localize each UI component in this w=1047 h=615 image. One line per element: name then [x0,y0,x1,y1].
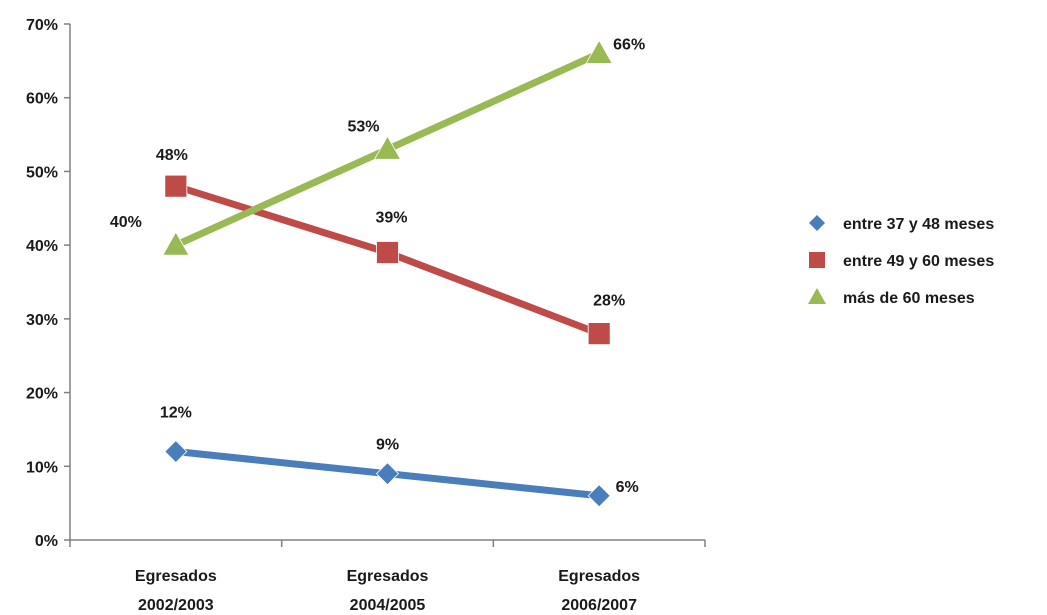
series-markers [162,39,613,508]
data-point-marker [375,462,400,486]
y-tick-label: 30% [26,312,58,329]
data-point-marker [373,135,402,160]
y-tick-label: 10% [26,459,58,476]
data-point-marker [587,322,611,346]
legend: entre 37 y 48 meses entre 49 y 60 meses má… [808,215,994,307]
x-category-label-line: Egresados [347,568,429,585]
data-point-marker [376,241,399,264]
data-label: 28% [593,293,625,310]
data-label: 6% [616,479,639,496]
y-tick-label: 0% [35,533,58,550]
y-tick-label: 20% [26,386,58,403]
data-label: 9% [376,437,399,454]
y-tick-label: 60% [26,91,58,108]
x-category-label: Egresados 2006/2007 [558,568,640,614]
series-lines [172,49,603,500]
legend-label: más de 60 meses [843,290,975,307]
data-point-marker [164,174,188,198]
data-label: 53% [347,118,379,135]
data-labels: 12% 9% 6% 48% 39% 28% 40% 53% 66% [110,36,645,495]
data-point-marker [164,439,188,464]
data-label: 39% [375,210,407,227]
data-point-marker [162,231,190,256]
x-category-label-line: Egresados [135,568,217,585]
legend-square-icon [809,252,825,268]
legend-item: entre 49 y 60 meses [809,252,994,270]
data-label: 12% [160,405,192,422]
legend-label: entre 49 y 60 meses [843,253,994,270]
x-category-label: Egresados 2004/2005 [347,568,429,614]
x-category-label-line: 2006/2007 [561,597,637,614]
legend-triangle-icon [808,288,826,304]
data-label: 40% [110,214,142,231]
data-label: 66% [613,36,645,53]
x-category-label-line: 2002/2003 [138,597,214,614]
axes: 0% 10% 20% 30% 40% 50% 60% 70% Egresados 2002/200… [26,17,706,614]
data-point-marker [585,39,613,64]
data-label: 48% [156,147,188,164]
x-category-label-line: Egresados [558,568,640,585]
legend-diamond-icon [809,215,825,231]
data-point-marker [587,484,611,508]
y-tick-label: 40% [26,238,58,255]
legend-item: más de 60 meses [808,288,975,307]
y-tick-label: 50% [26,164,58,181]
legend-label: entre 37 y 48 meses [843,216,994,233]
y-tick-label: 70% [26,17,58,34]
x-category-label: Egresados 2002/2003 [135,568,217,614]
x-category-label-line: 2004/2005 [350,597,426,614]
legend-item: entre 37 y 48 meses [809,215,994,233]
